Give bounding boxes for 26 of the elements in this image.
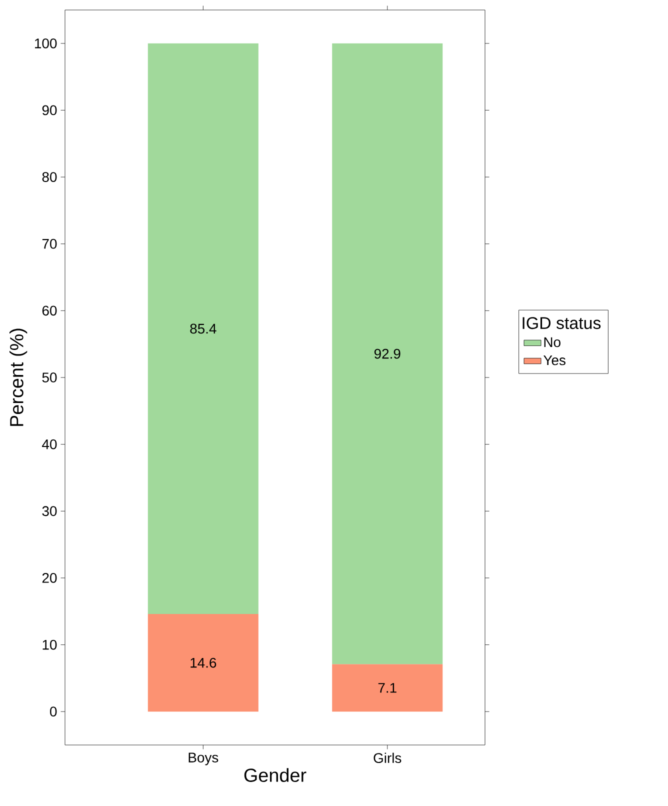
y-tick-label: 90 (42, 105, 57, 116)
x-axis-title: Gender (244, 768, 306, 782)
y-axis-title: Percent (%) (9, 328, 28, 426)
y-tick-label: 30 (42, 506, 57, 516)
y-tick-label: 0 (50, 706, 57, 717)
legend-title: IGD status (522, 317, 601, 330)
y-tick-label: 100 (35, 38, 57, 48)
legend-label: No (544, 337, 560, 348)
x-tick-label: Girls (374, 752, 402, 764)
data-label: 92.9 (374, 348, 400, 359)
y-tick-label: 60 (42, 306, 57, 316)
y-tick-label: 20 (42, 572, 57, 583)
y-tick-label: 80 (42, 172, 57, 182)
x-tick-label: Boys (188, 752, 218, 766)
y-tick-label: 50 (42, 372, 57, 382)
data-label: 14.6 (190, 658, 216, 668)
bar (332, 664, 443, 712)
bar (332, 43, 443, 664)
legend-label: Yes (544, 355, 566, 366)
y-tick-label: 40 (42, 439, 57, 450)
bar (148, 614, 258, 712)
y-tick-label: 70 (42, 238, 57, 249)
data-label: 85.4 (190, 324, 216, 334)
y-tick-label: 10 (42, 640, 57, 650)
bar (148, 43, 258, 614)
data-label: 7.1 (378, 683, 396, 693)
